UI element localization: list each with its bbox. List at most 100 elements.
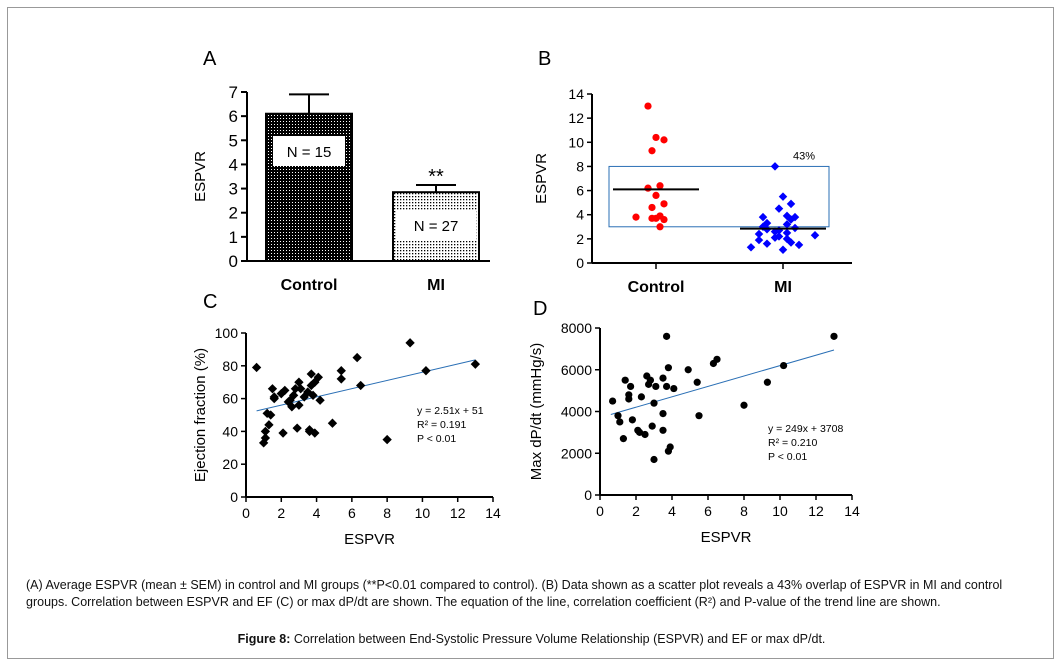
data-point [628,416,637,424]
y-tick-label: 0 [576,255,584,271]
data-point [830,332,838,340]
data-point [663,382,671,391]
data-point [356,380,366,391]
y-tick-label: 80 [222,358,238,374]
data-point [336,366,346,376]
data-point-control [656,223,664,231]
panel-b-letter: B [538,48,551,70]
data-point [684,366,692,374]
x-tick-label: 4 [668,503,676,519]
y-tick-label: 1 [229,228,238,247]
data-point [763,378,772,386]
data-point-control [660,200,668,208]
data-point-control [644,102,652,110]
figure-title: Correlation between End-Systolic Pressur… [293,632,826,646]
overlap-box [608,165,830,228]
data-point-control [660,215,668,224]
data-point-control [632,213,640,221]
data-point-control [652,191,660,199]
x-tick-label: Control [281,277,338,294]
data-point [650,455,658,464]
data-point-mi [762,239,772,248]
x-tick-label: MI [427,277,445,294]
data-point [266,410,276,420]
data-point-mi [786,199,796,209]
data-point [421,366,431,376]
data-point [780,361,788,370]
data-point [614,412,622,420]
x-tick-label: 4 [313,505,321,521]
x-axis-label: ESPVR [344,531,395,548]
y-axis-label: ESPVR [533,153,550,204]
data-point [666,443,674,451]
panel-b-scatter-chart: 0 2 4 6 8 10 12 14 ESPVR Control MI 43% [533,86,852,296]
x-tick-label: 14 [844,503,860,519]
overlap-label: 43% [793,150,815,162]
data-point-mi [778,245,788,254]
data-point [646,376,655,384]
x-tick-label: 6 [348,505,356,521]
data-point [278,428,288,438]
data-point [693,378,701,386]
x-tick-label: 8 [383,505,391,521]
panel-d-scatter-chart: 0 2000 4000 6000 8000 0 2 4 6 8 10 12 14 ESPVR Max dP/… [528,320,860,546]
data-point [264,420,274,430]
figure-caption: (A) Average ESPVR (mean ± SEM) in contro… [26,578,1003,609]
data-point [267,384,278,394]
data-point [288,390,299,400]
x-tick-label: 2 [277,505,285,521]
bar-label: N = 15 [287,144,332,161]
y-tick-label: 60 [222,391,238,407]
data-point [251,362,262,373]
data-point [269,393,279,404]
y-tick-label: 0 [229,252,238,271]
x-axis-label: ESPVR [701,529,752,546]
data-point-control [656,182,664,190]
data-point [382,434,392,445]
data-point [405,338,415,348]
x-tick-label: 10 [415,505,431,521]
y-tick-label: 0 [230,489,238,505]
y-tick-label: 8000 [561,320,592,336]
panel-c-letter: C [203,291,217,313]
y-tick-label: 6 [229,107,238,126]
data-point [616,418,624,426]
data-point [294,400,304,410]
panel-c-scatter-chart: 0 20 40 60 80 100 0 2 4 6 8 10 12 14 ESPVR Ejection fra… [192,325,501,548]
x-tick-label: Control [628,279,685,296]
data-point [310,428,320,438]
data-point [652,382,660,391]
trend-annotation-line: R² = 0.210 [768,437,817,449]
trend-annotation-line: P < 0.01 [417,433,456,445]
data-point [670,384,678,393]
y-tick-label: 5 [229,131,238,150]
bar-label: N = 27 [414,218,459,235]
y-axis-label: Max dP/dt (mmHg/s) [528,343,545,481]
x-tick-label: 14 [485,505,501,521]
y-tick-label: 0 [584,487,592,503]
data-point-control [648,214,656,222]
data-point-mi [754,235,764,245]
trend-annotation-line: R² = 0.191 [417,419,466,431]
data-point [296,384,306,394]
bar-label-box [273,136,345,166]
data-point [650,399,658,407]
y-tick-label: 10 [568,134,584,150]
bar-control [265,112,353,262]
data-point [313,372,324,382]
data-point-mi [778,192,788,201]
data-point-mi [770,162,780,171]
bar-label-box [396,210,476,240]
data-point [308,390,318,400]
panel-a-letter: A [203,48,217,70]
data-point [627,382,635,391]
data-point [470,359,481,369]
figure-frame [7,7,1054,659]
trend-line [256,359,476,412]
x-tick-label: 10 [772,503,788,519]
y-tick-label: 2000 [561,445,592,461]
data-point [280,385,290,396]
data-point [659,374,667,382]
data-point [619,435,628,443]
